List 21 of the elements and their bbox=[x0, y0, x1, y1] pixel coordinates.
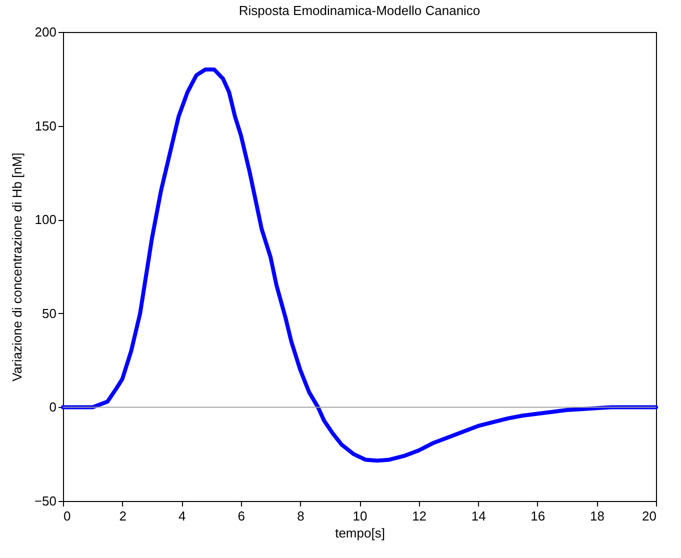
x-tick-label: 4 bbox=[178, 508, 186, 524]
x-tick-label: 12 bbox=[412, 508, 427, 524]
y-axis-title: Variazione di concentrazione di Hb [nM] bbox=[9, 152, 24, 382]
y-tick-label: −50 bbox=[34, 494, 56, 508]
y-tick-label: 200 bbox=[34, 24, 56, 40]
x-axis-title: tempo[s] bbox=[335, 526, 385, 540]
x-tick-label: 6 bbox=[238, 508, 246, 524]
x-tick-label: 8 bbox=[297, 508, 304, 524]
x-tick-label: 0 bbox=[64, 508, 71, 524]
x-tick-label: 10 bbox=[352, 508, 368, 524]
x-tick-label: 16 bbox=[530, 508, 546, 524]
x-tick-label: 2 bbox=[119, 508, 126, 524]
y-tick-label: 100 bbox=[34, 212, 56, 228]
x-tick-label: 20 bbox=[642, 508, 656, 524]
chart-title: Risposta Emodinamica-Modello Cananico bbox=[238, 3, 480, 18]
y-tick-label: 150 bbox=[34, 118, 56, 134]
x-tick-label: 18 bbox=[590, 508, 604, 524]
x-tick-label: 14 bbox=[471, 508, 486, 524]
y-tick-label: 50 bbox=[42, 306, 56, 321]
line-series bbox=[61, 68, 658, 463]
y-tick-label: 0 bbox=[49, 400, 56, 415]
